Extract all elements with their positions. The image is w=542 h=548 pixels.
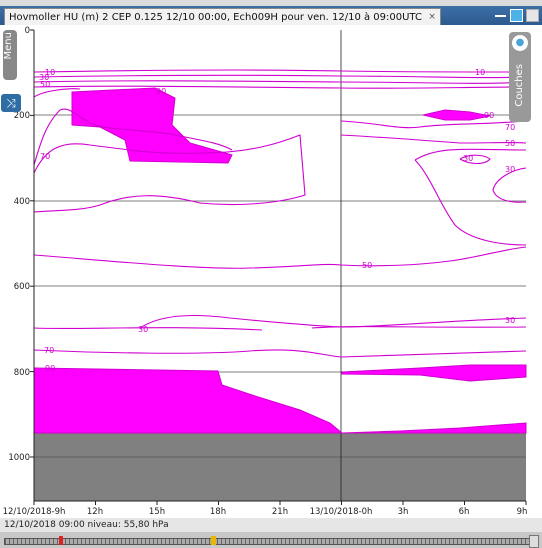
contour-line [33,85,527,89]
shuffle-icon[interactable]: ⤨ [1,94,21,112]
contour-label: 90 [45,364,55,373]
x-tick-label: 6h [459,507,470,517]
contour-line [340,134,527,144]
contour-label: 30 [505,316,515,325]
tick-marks [30,29,527,505]
y-tick-label: 600 [14,282,30,292]
minimize-icon[interactable] [495,9,506,17]
x-tick-label: 13/10/2018-0h [310,507,373,517]
tab-close-icon[interactable]: × [428,12,436,22]
y-tick-label-group: 0 200 400 600 800 1000 [8,26,30,463]
status-text: 12/10/2018 09:00 niveau: 55,80 hPa [4,520,169,530]
contour-line [33,80,527,84]
fill-region-right [422,109,491,121]
window-title-tab[interactable]: Hovmoller HU (m) 2 CEP 0.125 12/10 00:00… [4,8,441,26]
timeline-track[interactable] [4,538,534,545]
contour-label: 30 [138,325,148,334]
contour-label: 30 [505,165,515,174]
status-bar: 12/10/2018 09:00 niveau: 55,80 hPa [0,518,542,532]
contour-line [33,246,527,269]
menu-panel-toggle[interactable]: Menu [3,30,17,80]
timeline-bar[interactable] [0,532,542,548]
layers-panel-toggle[interactable]: ● Couches [509,32,531,122]
y-tick-label: 1000 [8,453,30,463]
contour-line [33,327,263,331]
contour-label: 50 [505,139,515,148]
contour-line [33,69,527,73]
contour-line [33,108,233,166]
x-tick-label: 21h [272,507,288,517]
contour-line [33,88,81,98]
y-tick-label: 200 [14,111,30,121]
x-tick-label: 9h [517,507,528,517]
contour-label: 90 [484,111,494,120]
hovmoller-chart[interactable]: 10 30 50 90 70 10 90 70 50 30 30 50 30 3… [0,25,542,518]
y-tick-label: 800 [14,368,30,378]
y-tick-label: 400 [14,197,30,207]
contour-label: 70 [40,152,50,161]
timeline-end-handle[interactable] [529,535,539,548]
contour-label: 50 [40,80,50,89]
x-tick-label: 12h [87,507,103,517]
contour-lines [33,69,527,358]
contour-label: 70 [505,123,515,132]
contour-label: 70 [44,346,54,355]
contour-line [340,120,527,129]
x-tick-label: 12/10/2018-9h [3,507,66,517]
contour-label: 10 [475,68,485,77]
fill-region-upper [71,87,233,164]
contour-line [311,326,527,329]
contour-label-group: 10 30 50 90 70 10 90 70 50 30 30 50 30 3… [39,68,515,373]
below-ground-area [34,433,526,501]
contour-line [33,134,306,213]
contour-label: 90 [156,87,166,96]
fill-region-lower-left [33,367,344,434]
contour-line [459,154,491,165]
fill-region-lower-right [341,422,527,434]
fill-region-lower-band [341,364,527,382]
maximize-icon[interactable] [510,9,523,22]
window-title: Hovmoller HU (m) 2 CEP 0.125 12/10 00:00… [9,12,422,23]
x-tick-label: 3h [398,507,409,517]
contour-label: 50 [362,261,372,270]
contour-line [33,349,527,358]
close-window-icon[interactable] [526,9,539,22]
y-tick-label: 0 [25,26,30,36]
contour-label: 10 [45,68,55,77]
droplet-icon: ● [512,35,528,51]
contour-line [33,74,527,79]
timeline-position-marker[interactable] [211,536,216,545]
contour-line [139,314,527,329]
x-tick-label-group: 12/10/2018-9h 12h 15h 18h 21h 13/10/2018… [3,507,528,517]
x-tick-label: 15h [149,507,165,517]
menu-label: Menu [3,32,14,60]
contour-label: 30 [463,154,473,163]
x-tick-label: 18h [210,507,226,517]
contour-line [414,148,527,246]
contour-label: 30 [39,73,49,82]
filled-regions [33,87,527,434]
timeline-current-marker[interactable] [59,536,63,545]
layers-label: Couches [514,64,525,107]
contour-line [492,167,527,203]
